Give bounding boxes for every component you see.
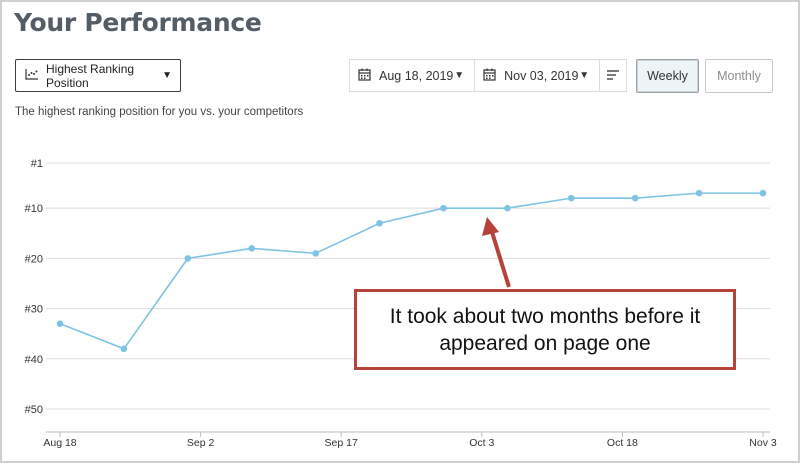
data-point: [120, 345, 128, 353]
data-point: [248, 245, 256, 252]
calendar-icon: [358, 68, 371, 84]
x-tick-label: Sep 2: [187, 437, 215, 449]
start-date-text: Aug 18, 2019: [379, 68, 454, 83]
calendar-icon: [483, 68, 496, 84]
data-point: [504, 204, 511, 212]
x-tick-label: Aug 18: [43, 437, 76, 449]
y-tick-label: #20: [25, 253, 43, 265]
x-tick-label: Oct 18: [607, 437, 638, 449]
caret-down-icon: ▼: [162, 70, 172, 81]
page-title: Your Performance: [14, 8, 262, 37]
data-point: [567, 194, 575, 202]
start-date-button[interactable]: Aug 18, 2019 ▼: [350, 60, 476, 91]
caret-down-icon: ▼: [454, 70, 465, 81]
data-point: [631, 194, 639, 202]
monthly-toggle-button[interactable]: Monthly: [705, 59, 773, 93]
annotation-callout: It took about two months before it appea…: [354, 289, 736, 370]
data-point: [695, 189, 703, 197]
filter-lines-icon: [607, 67, 620, 85]
chart-description: The highest ranking position for you vs.…: [15, 106, 304, 118]
x-tick-label: Oct 3: [469, 437, 494, 449]
data-point: [440, 204, 447, 212]
data-point: [184, 255, 192, 262]
date-range-picker: Aug 18, 2019 ▼ Nov 03, 2019 ▼: [349, 59, 627, 92]
end-date-text: Nov 03, 2019: [504, 68, 579, 83]
caret-down-icon: ▼: [579, 70, 590, 81]
data-point: [376, 219, 383, 227]
annotation-arrow: [490, 231, 511, 288]
filter-button[interactable]: [600, 60, 626, 91]
data-point: [759, 189, 767, 197]
metric-dropdown-label: Highest Ranking Position: [46, 61, 135, 90]
annotation-arrowhead: [482, 217, 499, 236]
data-point: [312, 250, 319, 257]
y-tick-label: #50: [25, 404, 43, 416]
scatter-chart-icon: [25, 68, 39, 83]
x-tick-label: Sep 17: [325, 437, 358, 449]
series-line: [59, 192, 763, 350]
y-tick-label: #40: [25, 354, 43, 366]
data-point: [56, 320, 64, 327]
y-tick-label: #1: [31, 158, 43, 170]
weekly-toggle-button[interactable]: Weekly: [636, 59, 699, 93]
end-date-button[interactable]: Nov 03, 2019 ▼: [475, 60, 601, 91]
x-tick-label: Nov 3: [749, 437, 777, 449]
y-tick-label: #10: [25, 203, 43, 215]
metric-dropdown[interactable]: Highest Ranking Position ▼: [15, 59, 181, 92]
y-tick-label: #30: [25, 304, 43, 316]
